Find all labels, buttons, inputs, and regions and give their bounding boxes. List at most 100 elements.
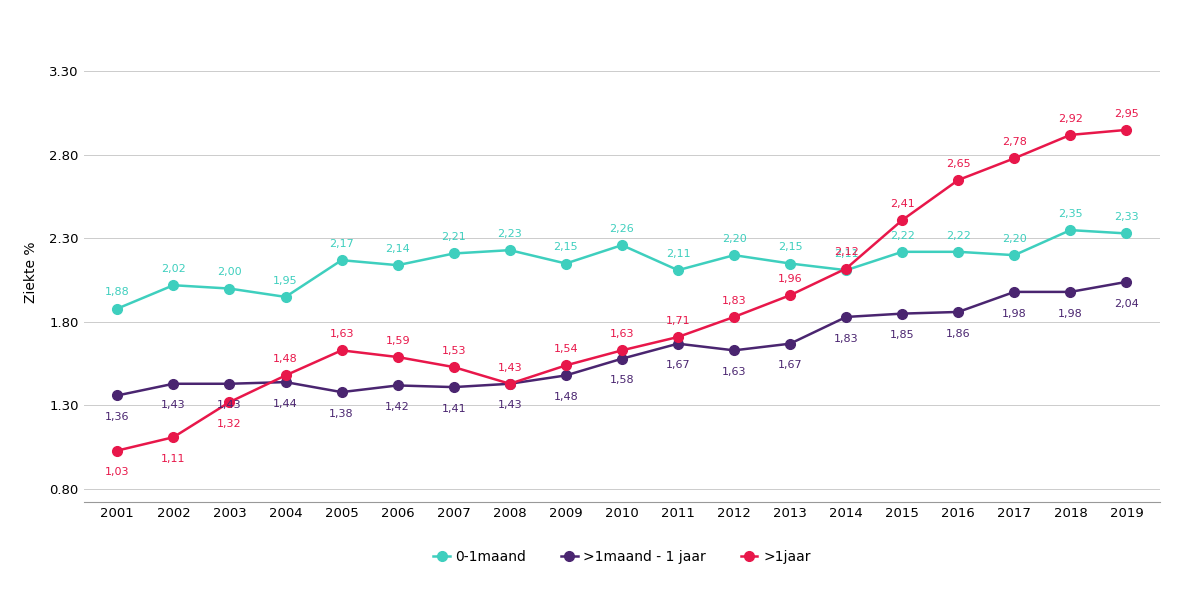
Text: 2,22: 2,22 <box>890 230 915 241</box>
Text: 2,95: 2,95 <box>1115 109 1139 119</box>
0-1maand <box>951 248 965 255</box>
Text: 2,78: 2,78 <box>1002 137 1027 147</box>
Text: 1,83: 1,83 <box>834 334 859 343</box>
>1jaar <box>279 372 293 379</box>
0-1maand <box>727 252 742 259</box>
0-1maand <box>671 267 685 274</box>
>1jaar <box>559 362 573 369</box>
Text: 1,63: 1,63 <box>329 329 354 339</box>
Text: 1,58: 1,58 <box>610 375 634 385</box>
0-1maand <box>279 293 293 300</box>
0-1maand <box>840 267 854 274</box>
Text: 2,65: 2,65 <box>946 159 971 169</box>
0-1maand <box>222 285 237 292</box>
Text: 2,92: 2,92 <box>1058 114 1082 124</box>
>1jaar <box>727 313 742 320</box>
Line: >1maand - 1 jaar: >1maand - 1 jaar <box>112 277 1131 400</box>
>1maand - 1 jaar <box>1007 288 1021 296</box>
Line: >1jaar: >1jaar <box>112 125 1131 456</box>
>1maand - 1 jaar <box>390 382 404 389</box>
>1jaar <box>335 347 349 354</box>
Text: 1,41: 1,41 <box>441 404 466 414</box>
Text: 2,21: 2,21 <box>441 232 466 242</box>
Text: 2,02: 2,02 <box>161 264 185 274</box>
Text: 1,03: 1,03 <box>105 467 129 478</box>
Text: 1,85: 1,85 <box>890 330 915 340</box>
>1maand - 1 jaar <box>615 355 629 362</box>
Text: 1,43: 1,43 <box>218 401 242 410</box>
Text: 2,41: 2,41 <box>890 199 915 209</box>
Text: 1,54: 1,54 <box>554 345 578 354</box>
>1maand - 1 jaar <box>110 392 124 399</box>
Text: 2,12: 2,12 <box>834 248 859 258</box>
Text: 1,63: 1,63 <box>722 367 746 377</box>
Text: 1,67: 1,67 <box>666 361 690 371</box>
>1maand - 1 jaar <box>783 340 798 348</box>
0-1maand <box>1007 252 1021 259</box>
0-1maand <box>895 248 909 255</box>
>1maand - 1 jaar <box>951 309 965 316</box>
Text: 1,48: 1,48 <box>273 354 298 364</box>
>1maand - 1 jaar <box>279 379 293 386</box>
>1jaar <box>446 363 460 371</box>
>1maand - 1 jaar <box>727 347 742 354</box>
>1jaar <box>502 380 517 387</box>
>1jaar <box>951 177 965 184</box>
0-1maand <box>502 246 517 254</box>
>1jaar <box>390 353 404 361</box>
Text: 1,88: 1,88 <box>105 287 129 297</box>
Legend: 0-1maand, >1maand - 1 jaar, >1jaar: 0-1maand, >1maand - 1 jaar, >1jaar <box>428 544 816 569</box>
>1jaar <box>840 265 854 272</box>
0-1maand <box>559 260 573 267</box>
Text: 2,00: 2,00 <box>218 268 242 277</box>
>1jaar <box>783 292 798 299</box>
Text: 1,59: 1,59 <box>385 336 410 346</box>
Text: 1,32: 1,32 <box>218 419 242 429</box>
Text: 1,86: 1,86 <box>946 329 971 339</box>
0-1maand <box>615 242 629 249</box>
Text: 2,11: 2,11 <box>834 249 859 259</box>
Text: 2,23: 2,23 <box>498 229 523 239</box>
Text: 2,14: 2,14 <box>385 244 410 254</box>
Text: 1,96: 1,96 <box>777 274 803 284</box>
>1maand - 1 jaar <box>1119 278 1134 285</box>
Text: 1,98: 1,98 <box>1058 309 1082 319</box>
Text: 1,83: 1,83 <box>721 296 746 306</box>
Text: 2,20: 2,20 <box>1002 234 1026 244</box>
0-1maand <box>166 282 181 289</box>
>1jaar <box>615 347 629 354</box>
Text: 1,48: 1,48 <box>554 392 578 402</box>
>1maand - 1 jaar <box>166 380 181 387</box>
0-1maand <box>110 305 124 312</box>
Text: 2,22: 2,22 <box>946 230 971 241</box>
Text: 1,43: 1,43 <box>161 401 185 410</box>
0-1maand <box>446 250 460 257</box>
Text: 2,33: 2,33 <box>1115 212 1139 222</box>
Text: 2,20: 2,20 <box>721 234 746 244</box>
Text: 1,71: 1,71 <box>666 316 690 326</box>
Text: 1,43: 1,43 <box>498 363 523 373</box>
>1jaar <box>1119 126 1134 134</box>
0-1maand <box>1119 230 1134 237</box>
Text: 1,11: 1,11 <box>161 454 185 464</box>
Text: 1,95: 1,95 <box>273 276 298 286</box>
Text: 1,43: 1,43 <box>498 401 523 410</box>
>1maand - 1 jaar <box>559 372 573 379</box>
>1maand - 1 jaar <box>895 310 909 317</box>
Text: 1,67: 1,67 <box>777 361 803 371</box>
Text: 2,26: 2,26 <box>610 224 634 234</box>
>1jaar <box>1063 131 1078 138</box>
Text: 2,35: 2,35 <box>1058 209 1082 219</box>
>1maand - 1 jaar <box>502 380 517 387</box>
Y-axis label: Ziekte %: Ziekte % <box>24 241 38 303</box>
Text: 2,15: 2,15 <box>554 242 578 252</box>
Text: 2,11: 2,11 <box>666 249 690 259</box>
Text: 1,63: 1,63 <box>610 329 634 339</box>
>1maand - 1 jaar <box>671 340 685 348</box>
Text: 1,42: 1,42 <box>385 402 410 412</box>
0-1maand <box>783 260 798 267</box>
>1jaar <box>1007 155 1021 162</box>
>1jaar <box>671 333 685 340</box>
0-1maand <box>390 262 404 269</box>
Text: 2,17: 2,17 <box>329 239 354 249</box>
